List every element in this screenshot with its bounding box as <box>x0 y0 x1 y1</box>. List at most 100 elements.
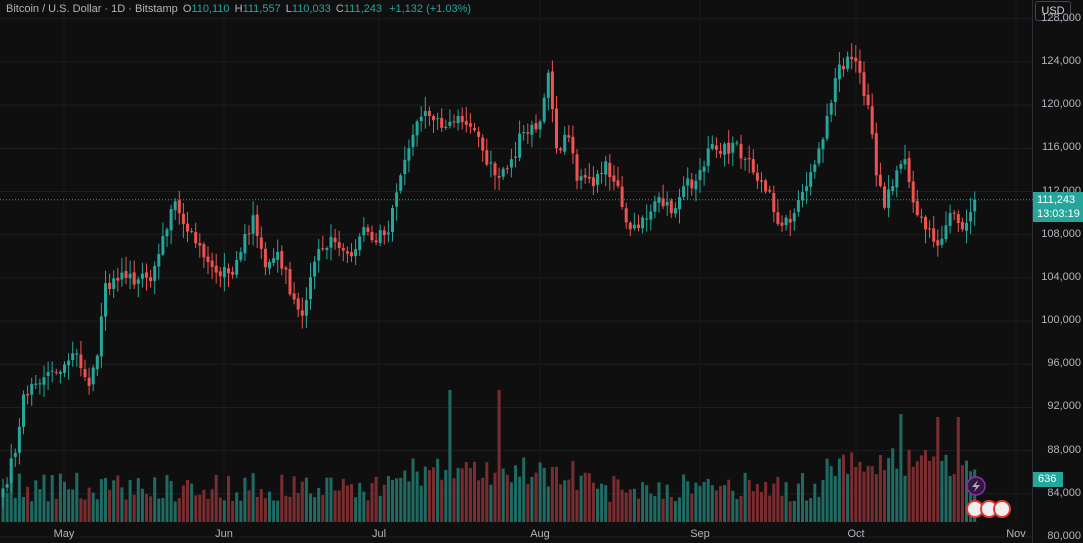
currency-button[interactable]: USD <box>1035 1 1071 21</box>
volume-bar <box>698 485 702 522</box>
volume-bar <box>591 482 595 522</box>
candle-body <box>26 393 30 396</box>
candle-body <box>436 118 440 120</box>
candle-body <box>448 121 452 126</box>
x-tick-label: Nov <box>1006 528 1026 540</box>
volume-bar <box>34 480 38 522</box>
x-tick-label: Jul <box>371 528 387 540</box>
volume-bar <box>673 501 677 522</box>
volume-bar <box>38 489 42 522</box>
candle-body <box>522 132 526 134</box>
y-tick-label: 120,000 <box>1041 98 1081 111</box>
volume-bar <box>407 481 411 522</box>
candle-body <box>932 228 936 242</box>
candle-body <box>665 201 669 206</box>
candle-body <box>899 164 903 169</box>
volume-bar <box>83 499 87 522</box>
volume-bar <box>645 485 649 522</box>
candle-body <box>296 298 300 310</box>
candle-body <box>276 251 280 260</box>
candle-body <box>79 354 83 369</box>
volume-bar <box>497 390 501 522</box>
candle-body <box>366 227 370 232</box>
volume-bar <box>247 490 251 522</box>
candle-body <box>124 271 128 278</box>
candle-body <box>251 215 255 234</box>
candle-body <box>538 121 542 130</box>
y-tick-label: 116,000 <box>1042 141 1081 154</box>
volume-bar <box>42 474 46 522</box>
candle-body <box>878 174 882 187</box>
volume-bar <box>485 462 489 522</box>
candle-body <box>837 64 841 80</box>
candle-body <box>936 240 940 246</box>
candle-body <box>149 277 153 282</box>
volume-bar <box>805 500 809 522</box>
volume-bar <box>149 496 153 522</box>
candle-body <box>772 193 776 212</box>
candle-body <box>796 200 800 212</box>
us-flag-event-icon[interactable] <box>993 500 1011 518</box>
candle-body <box>333 237 337 243</box>
volume-bar <box>842 454 845 522</box>
volume-bar <box>874 474 878 522</box>
candle-body <box>378 230 382 243</box>
candle-body <box>723 143 727 156</box>
candle-body <box>354 249 358 257</box>
candle-body <box>727 142 731 154</box>
candle-body <box>145 272 148 278</box>
volume-bar <box>272 500 276 522</box>
volume-bar <box>460 468 464 522</box>
candle-body <box>157 254 161 267</box>
candle-body <box>546 72 550 98</box>
volume-bar <box>555 466 558 522</box>
volume-bar <box>145 493 148 522</box>
event-markers[interactable] <box>966 476 1011 518</box>
candle-body <box>842 65 845 70</box>
volume-bar <box>337 490 341 522</box>
volume-bar <box>251 473 255 522</box>
candle-body <box>350 252 353 257</box>
last-price-tag: 111,243 13:03:19 <box>1033 192 1083 222</box>
candle-body <box>50 370 54 372</box>
volume-bar <box>596 488 599 522</box>
candle-body <box>493 163 497 176</box>
candle-body <box>760 180 763 182</box>
candle-body <box>686 178 690 186</box>
volume-bar <box>321 495 325 522</box>
candle-body <box>673 208 677 214</box>
y-tick-label: 108,000 <box>1041 227 1081 240</box>
candle-body <box>792 213 796 222</box>
volume-bar <box>300 481 304 522</box>
candle-body <box>858 60 862 73</box>
candle-body <box>788 218 792 223</box>
volume-bar <box>694 482 698 522</box>
volume-bar <box>809 498 813 522</box>
volume-bar <box>919 455 923 522</box>
volume-bar <box>792 500 796 522</box>
volume-bar <box>489 484 493 522</box>
candle-body <box>460 115 464 123</box>
candle-body <box>952 212 956 214</box>
candle-body <box>960 221 964 230</box>
volume-bar <box>67 489 71 522</box>
candle-body <box>87 377 91 386</box>
candle-body <box>407 148 411 161</box>
candle-body <box>284 267 288 270</box>
candle-body <box>140 273 144 279</box>
candle-body <box>542 97 546 122</box>
volume-bar <box>653 496 657 522</box>
candle-body <box>120 272 124 280</box>
candle-body <box>153 266 157 281</box>
candle-body <box>313 261 317 277</box>
volume-bar <box>198 494 202 522</box>
volume-bar <box>477 480 481 522</box>
candle-body <box>468 123 472 127</box>
volume-bar <box>878 455 882 522</box>
candle-body <box>919 216 923 218</box>
candle-body <box>969 212 973 222</box>
candle-body <box>427 110 431 116</box>
volume-bar <box>936 417 940 522</box>
